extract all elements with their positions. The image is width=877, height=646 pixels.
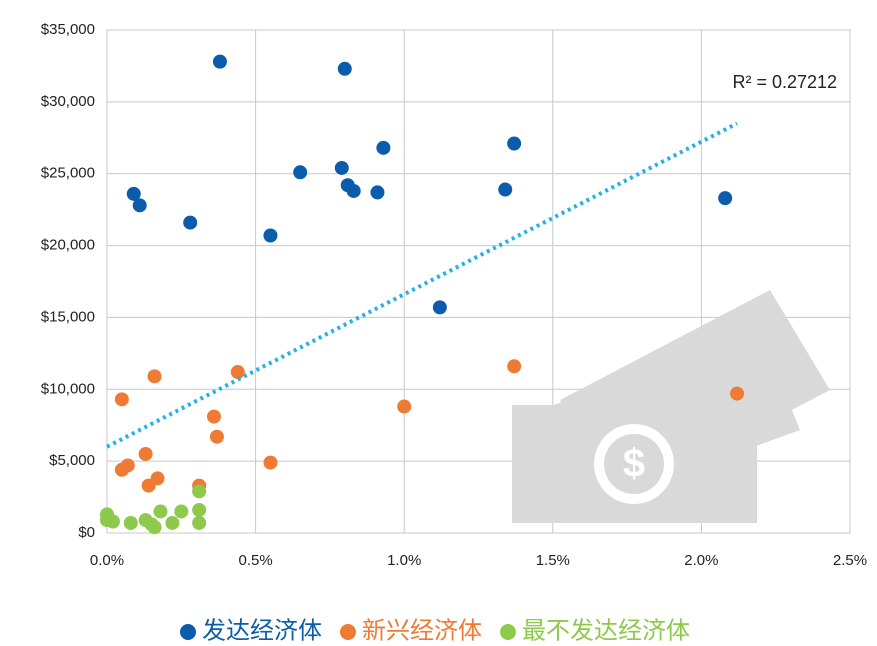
point — [100, 513, 114, 527]
point — [718, 191, 732, 205]
point — [498, 183, 512, 197]
y-tick-label: $10,000 — [41, 380, 95, 397]
legend-text: 最不发达经济体 — [522, 617, 690, 645]
y-tick-label: $35,000 — [41, 21, 95, 38]
point — [507, 359, 521, 373]
point — [153, 504, 167, 518]
legend-marker — [340, 624, 356, 640]
x-tick-label: 2.0% — [684, 552, 718, 569]
point — [210, 430, 224, 444]
point — [142, 479, 156, 493]
point — [507, 137, 521, 151]
point — [115, 392, 129, 406]
x-tick-label: 0.5% — [238, 552, 272, 569]
point — [370, 185, 384, 199]
legend-text: 发达经济体 — [202, 617, 322, 645]
y-tick-label: $15,000 — [41, 308, 95, 325]
x-tick-label: 1.0% — [387, 552, 421, 569]
point — [335, 161, 349, 175]
point — [192, 484, 206, 498]
point — [148, 520, 162, 534]
point — [133, 198, 147, 212]
y-tick-label: $20,000 — [41, 237, 95, 254]
money-watermark: $ — [512, 290, 830, 523]
point — [293, 165, 307, 179]
x-tick-label: 2.5% — [833, 552, 867, 569]
trendline-label: R² = 0.27212 — [732, 72, 837, 92]
point — [231, 365, 245, 379]
y-tick-label: $0 — [78, 524, 95, 541]
point — [338, 62, 352, 76]
y-tick-label: $25,000 — [41, 165, 95, 182]
point — [139, 447, 153, 461]
point — [148, 369, 162, 383]
page: {"chart_data": {"type": "scatter", "xlim… — [0, 0, 877, 646]
point — [263, 456, 277, 470]
y-tick-label: $30,000 — [41, 93, 95, 110]
point — [213, 55, 227, 69]
x-tick-label: 1.5% — [536, 552, 570, 569]
legend-text: 新兴经济体 — [362, 617, 482, 645]
point — [124, 516, 138, 530]
point — [165, 516, 179, 530]
legend-marker — [500, 624, 516, 640]
legend-marker — [180, 624, 196, 640]
point — [207, 410, 221, 424]
point — [183, 216, 197, 230]
svg-text:$: $ — [623, 442, 645, 486]
chart: $ $0 $5,000 $10,000 $15,000 $20,000 $25,000 $3… — [0, 0, 877, 646]
point — [347, 184, 361, 198]
y-tick-label: $5,000 — [49, 452, 95, 469]
point — [192, 516, 206, 530]
point — [192, 503, 206, 517]
point — [730, 387, 744, 401]
point — [376, 141, 390, 155]
point — [263, 229, 277, 243]
point — [121, 458, 135, 472]
point — [397, 400, 411, 414]
point — [174, 504, 188, 518]
point — [433, 300, 447, 314]
x-tick-label: 0.0% — [90, 552, 124, 569]
